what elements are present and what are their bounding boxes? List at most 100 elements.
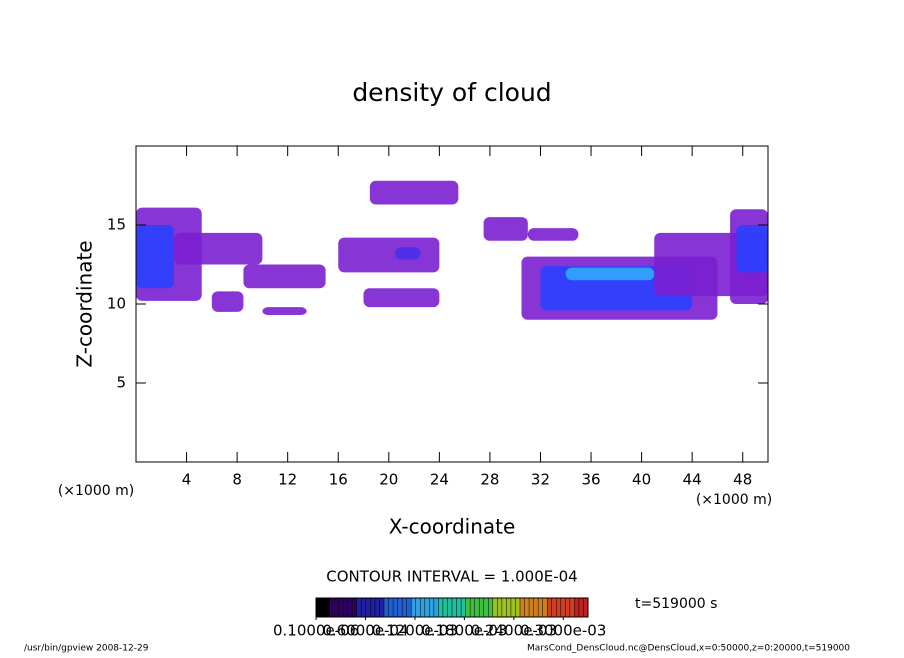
cloud-region <box>243 264 326 289</box>
x-tick-label: 12 <box>278 471 297 489</box>
cloud-region <box>736 225 768 273</box>
colorbar-cell <box>347 598 353 617</box>
colorbar-cell <box>352 598 358 617</box>
colorbar-cell <box>325 598 331 617</box>
colorbar-cell <box>556 598 562 617</box>
colorbar-cell <box>501 598 507 617</box>
colorbar-cell <box>438 598 444 617</box>
colorbar-cell <box>374 598 380 617</box>
colorbar-cell <box>515 598 521 617</box>
colorbar-cell <box>447 598 453 617</box>
colorbar-cell <box>474 598 480 617</box>
x-tick-label: 36 <box>581 471 600 489</box>
x-tick-label: 20 <box>379 471 398 489</box>
colorbar-cell <box>397 598 403 617</box>
colorbar-cell <box>338 598 344 617</box>
colorbar-cell <box>452 598 458 617</box>
colorbar-cell <box>406 598 412 617</box>
colorbar-cell <box>379 598 385 617</box>
colorbar-cell <box>343 598 349 617</box>
colorbar-frame <box>315 597 589 618</box>
cloud-region <box>369 180 459 205</box>
colorbar-tick-label: 0.1000e-06 <box>273 622 359 640</box>
colorbar-tick-label: 0.1200e-03 <box>372 622 458 640</box>
cloud-region <box>173 232 263 265</box>
colorbar-cell <box>370 598 376 617</box>
colorbar-cell <box>569 598 575 617</box>
colorbar-cell <box>506 598 512 617</box>
colorbar-cell <box>461 598 467 617</box>
colorbar-tick-label: 0.3000e-03 <box>520 622 606 640</box>
colorbar-cell <box>361 598 367 617</box>
colorbar-cell <box>433 598 439 617</box>
cloud-region <box>565 267 655 281</box>
cloud-region <box>211 291 244 312</box>
x-tick-label: 44 <box>683 471 702 489</box>
colorbar-cell <box>424 598 430 617</box>
y-axis-label: Z-coordinate <box>73 240 97 367</box>
contour-interval: CONTOUR INTERVAL = 1.000E-04 <box>326 568 577 586</box>
colorbar-cell <box>442 598 448 617</box>
x-unit: (×1000 m) <box>696 492 772 508</box>
colorbar-cell <box>533 598 539 617</box>
footer-right: MarsCond_DensCloud.nc@DensCloud,x=0:5000… <box>527 644 850 654</box>
x-tick-label: 28 <box>480 471 499 489</box>
colorbar-cell <box>334 598 340 617</box>
x-tick-label: 48 <box>733 471 752 489</box>
colorbar-cell <box>470 598 476 617</box>
y-tick-label: 15 <box>107 216 126 234</box>
x-axis-label: X-coordinate <box>389 515 516 539</box>
footer-left: /usr/bin/gpview 2008-12-29 <box>24 644 149 654</box>
y-tick-label: 5 <box>116 374 126 392</box>
cloud-region <box>136 225 174 289</box>
colorbar-cell <box>551 598 557 617</box>
y-tick-label: 10 <box>107 295 126 313</box>
colorbar-tick-label: 0.2400e-03 <box>471 622 557 640</box>
colorbar-cell <box>538 598 544 617</box>
cloud-region <box>483 217 528 241</box>
x-tick-label: 4 <box>182 471 192 489</box>
colorbar-cell <box>388 598 394 617</box>
colorbar-cell <box>583 598 589 617</box>
x-tick-label: 16 <box>329 471 348 489</box>
time-label: t=519000 s <box>635 596 717 612</box>
colorbar-cell <box>483 598 489 617</box>
colorbar-cell <box>356 598 362 617</box>
colorbar-cell <box>510 598 516 617</box>
colorbar-cell <box>429 598 435 617</box>
colorbar-cell <box>415 598 421 617</box>
colorbar-cell <box>316 598 322 617</box>
colorbar-cell <box>488 598 494 617</box>
y-unit: (×1000 m) <box>58 483 134 499</box>
colorbar-cell <box>578 598 584 617</box>
x-tick-label: 40 <box>632 471 651 489</box>
colorbar-cell <box>520 598 526 617</box>
colorbar-cell <box>402 598 408 617</box>
colorbar-cell <box>565 598 571 617</box>
colorbar-tick-label: 0.1800e-03 <box>421 622 507 640</box>
x-tick-label: 8 <box>232 471 242 489</box>
colorbar-cell <box>420 598 426 617</box>
colorbar-cell <box>574 598 580 617</box>
colorbar-cell <box>542 598 548 617</box>
colorbar-tick-label: 0.6000e-04 <box>322 622 408 640</box>
x-tick-label: 32 <box>531 471 550 489</box>
colorbar-cell <box>320 598 326 617</box>
colorbar-cell <box>492 598 498 617</box>
colorbar-cell <box>329 598 335 617</box>
cloud-region <box>262 307 307 316</box>
colorbar-cell <box>411 598 417 617</box>
cloud-region <box>395 247 421 260</box>
colorbar-cell <box>465 598 471 617</box>
colorbar-cell <box>497 598 503 617</box>
colorbar-cell <box>365 598 371 617</box>
cloud-region <box>363 288 440 308</box>
chart-title: density of cloud <box>352 78 551 107</box>
colorbar-cell <box>547 598 553 617</box>
colorbar-cell <box>560 598 566 617</box>
colorbar-cell <box>529 598 535 617</box>
colorbar-cell <box>456 598 462 617</box>
colorbar-cell <box>524 598 530 617</box>
colorbar-cell <box>384 598 390 617</box>
